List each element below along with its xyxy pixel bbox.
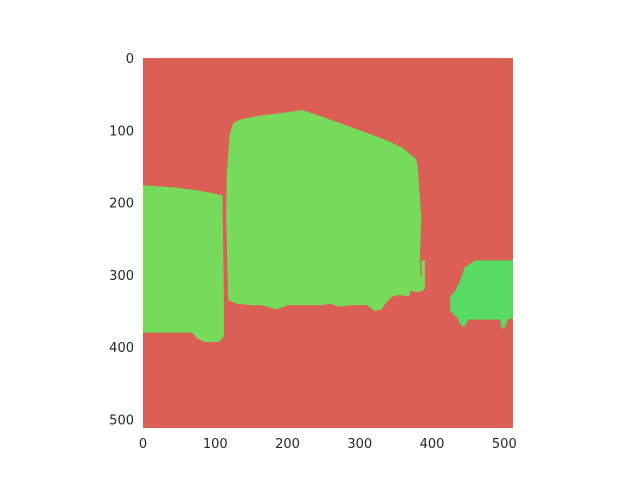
mask-region-1	[143, 185, 224, 342]
x-tick-label: 100	[203, 437, 228, 452]
y-tick-label: 200	[109, 197, 134, 212]
y-tick-label: 400	[109, 341, 134, 356]
y-axis: 0 100 200 300 400 500	[109, 52, 134, 428]
x-tick-label: 300	[347, 437, 372, 452]
y-tick-label: 0	[126, 52, 134, 67]
x-tick-label: 0	[139, 437, 147, 452]
y-tick-label: 500	[109, 413, 134, 428]
y-tick-label: 300	[109, 269, 134, 284]
x-tick-label: 200	[275, 437, 300, 452]
y-tick-label: 100	[109, 124, 134, 139]
x-tick-label: 500	[492, 437, 517, 452]
plot-area	[143, 58, 513, 428]
x-tick-label: 400	[420, 437, 445, 452]
x-axis: 0 100 200 300 400 500	[139, 437, 517, 452]
